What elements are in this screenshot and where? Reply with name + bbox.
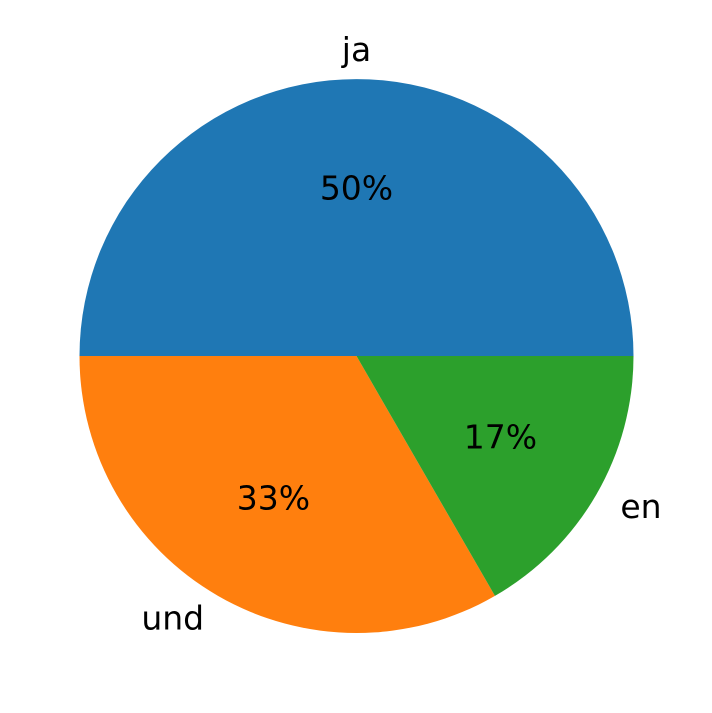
pie-slice-und <box>79 356 495 633</box>
pie-slice-ja <box>79 79 634 356</box>
pie-slices <box>79 79 634 633</box>
slice-percent-ja: 50% <box>320 168 393 207</box>
slice-percent-en: 17% <box>464 418 537 457</box>
slice-label-en: en <box>620 487 661 526</box>
slice-label-ja: ja <box>341 30 371 69</box>
pie-labels: ja 50% und 33% en 17% <box>141 30 661 638</box>
slice-percent-und: 33% <box>237 478 310 517</box>
slice-label-und: und <box>141 598 204 637</box>
pie-slice-en <box>356 356 634 596</box>
